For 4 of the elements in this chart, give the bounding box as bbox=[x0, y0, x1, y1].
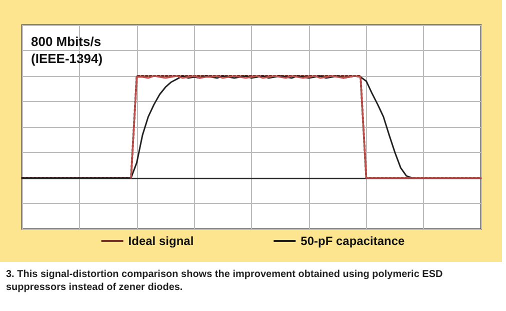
legend-label: Ideal signal bbox=[128, 234, 194, 248]
text: 3. This signal-distortion comparison shows the improvement obtained using polymeric ESD suppressors instead of zener diodes. bbox=[6, 268, 444, 294]
chart-title: 800 Mbits/s (IEEE-1394) bbox=[31, 34, 103, 66]
legend-label: 50-pF capacitance bbox=[300, 234, 406, 248]
